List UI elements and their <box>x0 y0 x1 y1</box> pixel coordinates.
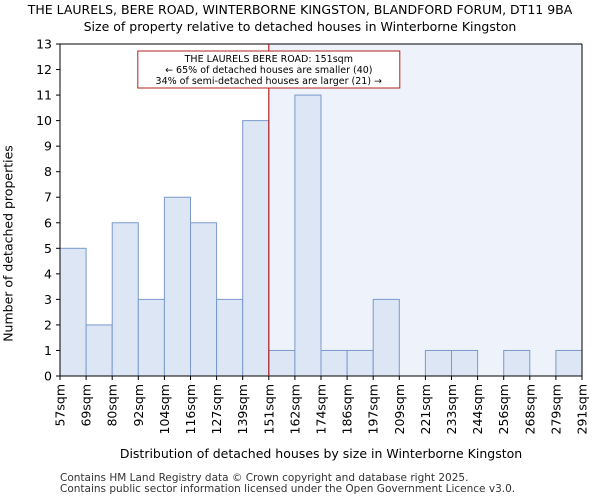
x-tick-label: 197sqm <box>366 384 381 434</box>
x-tick-label: 279sqm <box>548 384 563 434</box>
annotation-line-3: 34% of semi-detached houses are larger (… <box>156 76 383 87</box>
chart-title-block: THE LAURELS, BERE ROAD, WINTERBORNE KING… <box>0 0 600 35</box>
x-tick-label: 104sqm <box>157 384 172 434</box>
bar-104sqm <box>163 196 191 377</box>
y-tick-label: 2 <box>44 317 52 332</box>
annotation-line-2: ← 65% of detached houses are smaller (40… <box>165 65 372 76</box>
x-tick-label: 139sqm <box>235 384 250 434</box>
x-tick-label: 291sqm <box>575 384 590 434</box>
x-tick-label: 174sqm <box>314 384 329 434</box>
bar-162sqm <box>294 94 322 377</box>
x-tick-label: 116sqm <box>183 384 198 434</box>
bar-116sqm <box>190 222 218 377</box>
chart-subtitle: Size of property relative to detached ho… <box>83 19 517 34</box>
y-tick-label: 1 <box>44 343 52 358</box>
x-tick-label: 162sqm <box>287 384 302 434</box>
x-tick-label: 80sqm <box>105 384 120 427</box>
bar-174sqm <box>320 349 348 377</box>
annotation-line-1: THE LAURELS BERE ROAD: 151sqm <box>184 54 353 65</box>
bar-80sqm <box>111 222 139 377</box>
y-tick-label: 4 <box>44 266 52 281</box>
bar-69sqm <box>85 324 113 377</box>
x-tick-label: 57sqm <box>53 384 68 427</box>
bar-151sqm <box>268 349 296 377</box>
x-tick-label: 69sqm <box>79 384 94 427</box>
bar-279sqm <box>555 349 583 377</box>
x-axis-label: Distribution of detached houses by size … <box>119 446 523 461</box>
bar-127sqm <box>216 298 244 377</box>
bar-256sqm <box>503 349 531 377</box>
bar-57sqm <box>59 247 87 377</box>
bar-139sqm <box>242 120 270 377</box>
x-tick-label: 268sqm <box>522 384 537 434</box>
y-tick-label: 6 <box>44 215 52 230</box>
y-tick-label: 7 <box>44 190 52 205</box>
x-tick-label: 221sqm <box>418 384 433 434</box>
footer-line-1: Contains HM Land Registry data © Crown c… <box>60 472 469 484</box>
x-tick-label: 233sqm <box>444 384 459 434</box>
y-tick-label: 3 <box>44 292 52 307</box>
footer: Contains HM Land Registry data © Crown c… <box>60 473 515 495</box>
x-tick-label: 244sqm <box>470 384 485 434</box>
bar-233sqm <box>451 349 479 377</box>
y-tick-label: 0 <box>44 369 52 384</box>
annotation-box <box>137 50 401 89</box>
bar-197sqm <box>372 298 400 377</box>
bar-92sqm <box>137 298 165 377</box>
bar-186sqm <box>346 349 374 377</box>
bar-221sqm <box>424 349 452 377</box>
y-tick-label: 12 <box>36 62 52 77</box>
x-tick-label: 92sqm <box>131 384 146 427</box>
chart-title: THE LAURELS, BERE ROAD, WINTERBORNE KING… <box>27 2 573 17</box>
x-tick-label: 209sqm <box>392 384 407 434</box>
y-axis-label: Number of detached properties <box>0 145 16 342</box>
y-tick-label: 13 <box>36 37 52 52</box>
footer-line-2: Contains public sector information licen… <box>60 483 516 495</box>
y-tick-label: 8 <box>44 164 52 179</box>
x-tick-label: 151sqm <box>261 384 276 434</box>
x-tick-label: 127sqm <box>209 384 224 434</box>
y-tick-label: 10 <box>36 113 52 128</box>
y-tick-label: 9 <box>44 139 52 154</box>
y-tick-label: 5 <box>44 241 52 256</box>
x-tick-label: 256sqm <box>496 384 511 434</box>
x-tick-label: 186sqm <box>340 384 355 434</box>
y-tick-label: 11 <box>36 88 52 103</box>
